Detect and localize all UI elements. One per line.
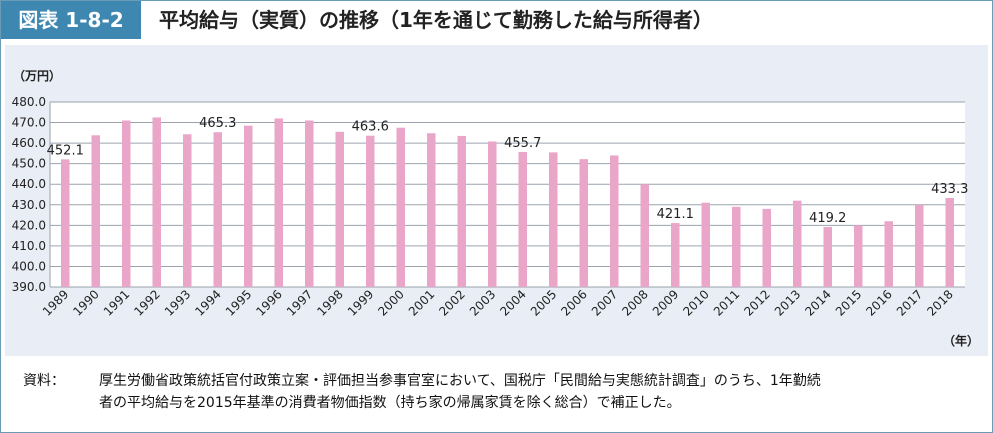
y-tick-label: 450.0 <box>12 157 46 171</box>
x-tick-label: 2016 <box>863 287 894 318</box>
chart-panel: 390.0 400.0 410.0 420.0 430.0 440.0 450.0 460.0… <box>5 45 988 356</box>
source-text-line2: 者の平均給与を2015年基準の消費者物価指数（持ち家の帰属家賃を除く総合）で補正… <box>99 395 681 411</box>
x-tick-label: 1990 <box>70 287 101 318</box>
x-tick-label: 2011 <box>711 287 742 318</box>
x-tick-label: 2003 <box>467 287 498 318</box>
bar <box>305 120 314 287</box>
x-tick-label: 2008 <box>619 287 650 318</box>
figure-header: 図表 1-8-2 平均給与（実質）の推移（1年を通じて勤務した給与所得者） <box>1 1 992 39</box>
bar <box>671 223 680 287</box>
x-tick-label: 2005 <box>528 287 559 318</box>
bar <box>427 133 436 287</box>
y-tick-label: 420.0 <box>12 218 46 232</box>
bar <box>701 202 710 287</box>
data-label: 419.2 <box>809 211 846 226</box>
bar <box>244 125 253 287</box>
x-tick-label: 2006 <box>558 287 589 318</box>
bar <box>640 184 649 287</box>
plot-area <box>50 102 965 287</box>
x-tick-label: 1993 <box>162 287 193 318</box>
data-label: 465.3 <box>199 116 236 131</box>
x-tick-label: 2012 <box>741 287 772 318</box>
x-tick-label: 1995 <box>223 287 254 318</box>
x-tick-label: 2015 <box>833 287 864 318</box>
bar <box>732 206 741 287</box>
bar <box>610 155 619 287</box>
x-tick-label: 1991 <box>101 287 132 318</box>
x-tick-label: 2000 <box>375 287 406 318</box>
bar <box>945 197 954 287</box>
bar <box>213 132 222 287</box>
data-label: 452.1 <box>47 143 84 158</box>
figure-title: 平均給与（実質）の推移（1年を通じて勤務した給与所得者） <box>159 8 713 32</box>
y-tick-label: 390.0 <box>12 280 46 294</box>
x-tick-label: 1998 <box>314 287 345 318</box>
data-label: 455.7 <box>504 136 541 151</box>
bar <box>579 159 588 287</box>
data-label: 463.6 <box>352 120 389 135</box>
x-tick-label: 2004 <box>497 287 528 318</box>
y-axis-label: （万円） <box>13 68 61 83</box>
figure-number-badge: 図表 1-8-2 <box>1 1 141 39</box>
bar <box>518 151 527 287</box>
y-tick-label: 430.0 <box>12 198 46 212</box>
bar <box>793 200 802 287</box>
y-tick-label: 460.0 <box>12 136 46 150</box>
bar <box>274 118 283 287</box>
bar <box>366 135 375 287</box>
x-tick-label: 1996 <box>253 287 284 318</box>
bar <box>122 120 131 287</box>
data-label: 433.3 <box>931 182 968 197</box>
x-axis-label: （年） <box>943 333 979 348</box>
y-tick-label: 480.0 <box>12 95 46 109</box>
x-tick-label: 2009 <box>650 287 681 318</box>
bar <box>183 134 192 287</box>
bar <box>884 221 893 287</box>
x-tick-label: 2018 <box>924 287 955 318</box>
data-label: 421.1 <box>657 207 694 222</box>
source-note: 資料： 厚生労働省政策統括官付政策立案・評価担当参事官室において、国税庁「民間給… <box>23 370 821 414</box>
bar <box>335 131 344 287</box>
y-tick-label: 400.0 <box>12 259 46 273</box>
y-tick-label: 470.0 <box>12 116 46 130</box>
x-tick-label: 2013 <box>772 287 803 318</box>
x-tick-label: 2014 <box>802 287 833 318</box>
bar <box>152 117 161 288</box>
bar <box>457 135 466 287</box>
x-tick-label: 2001 <box>406 287 437 318</box>
x-tick-label: 1997 <box>284 287 315 318</box>
x-tick-label: 1992 <box>131 287 162 318</box>
y-tick-label: 440.0 <box>12 177 46 191</box>
x-tick-label: 2007 <box>589 287 620 318</box>
bar <box>61 159 70 287</box>
x-tick-label: 1994 <box>192 287 223 318</box>
y-tick-label: 410.0 <box>12 239 46 253</box>
bar <box>549 152 558 287</box>
x-tick-label: 2017 <box>894 287 925 318</box>
bar <box>488 141 497 287</box>
x-tick-label: 2010 <box>680 287 711 318</box>
bar <box>396 127 405 287</box>
source-label: 資料： <box>23 373 65 389</box>
bar <box>91 135 100 287</box>
bar <box>823 226 832 287</box>
bar <box>762 208 771 287</box>
x-tick-label: 1999 <box>345 287 376 318</box>
source-text-line1: 厚生労働省政策統括官付政策立案・評価担当参事官室において、国税庁「民間給与実態統… <box>99 373 821 389</box>
bar-chart: 390.0 400.0 410.0 420.0 430.0 440.0 450.0 460.0… <box>12 68 979 348</box>
bar <box>854 225 863 287</box>
x-tick-label: 2002 <box>436 287 467 318</box>
bar <box>915 204 924 287</box>
